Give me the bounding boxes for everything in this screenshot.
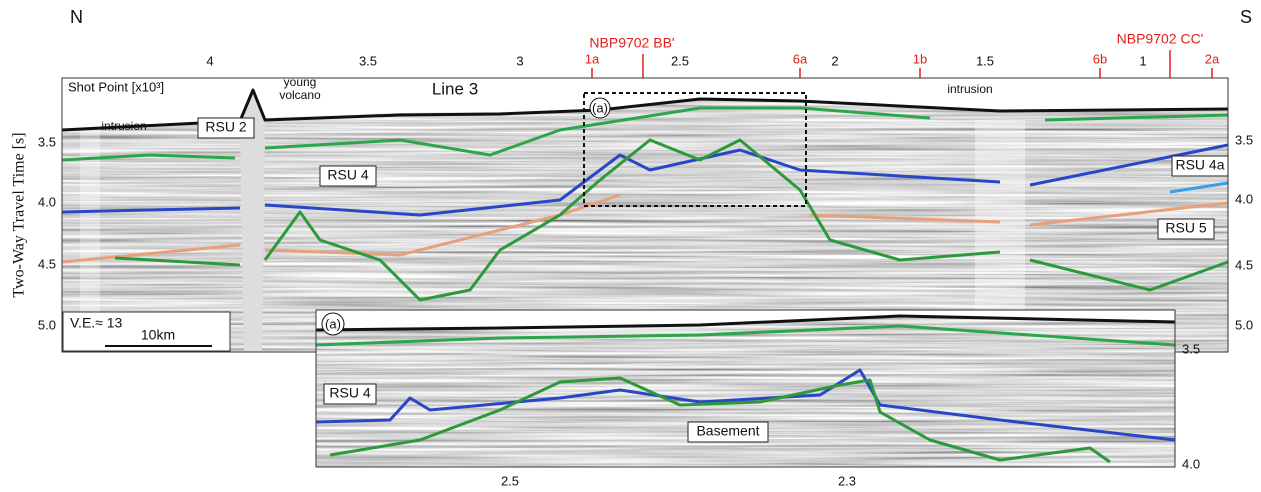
y-axis-title: Two-Way Travel Time [s] xyxy=(11,132,28,297)
site-labels: NBP9702 BB' NBP9702 CC' 1a 6a 1b 6b 2a xyxy=(585,31,1220,78)
y-tick-label: 3.5 xyxy=(38,134,56,149)
south: S xyxy=(1240,7,1252,27)
crossing-line: NBP9702 CC' xyxy=(1117,31,1204,47)
main-panel xyxy=(61,77,1229,353)
inset xyxy=(315,309,1176,468)
volcano-label: young xyxy=(284,75,317,89)
ve-label: V.E.≈ 13 xyxy=(70,315,123,331)
crossing-line: NBP9702 BB' xyxy=(589,35,674,51)
y-tick-label: 3.5 xyxy=(1235,132,1253,147)
tick-label: 1 xyxy=(1139,53,1146,68)
tick-label: 1.5 xyxy=(976,53,994,68)
y-tick-label: 4.0 xyxy=(1235,191,1253,206)
site-label: 2a xyxy=(1205,51,1220,66)
y-tick-label: 4.5 xyxy=(1235,257,1253,272)
line-title: Line 3 xyxy=(432,79,478,98)
inset-tick-label: 2.3 xyxy=(838,473,856,488)
inset-horizon-label: RSU 4 xyxy=(329,385,370,401)
inset-tick-label: 4.0 xyxy=(1182,456,1200,471)
site-label: 1a xyxy=(585,51,600,66)
y-tick-label: 5.0 xyxy=(1235,317,1253,332)
tick-label: 2 xyxy=(831,53,838,68)
y-tick-label: 4.0 xyxy=(38,194,56,209)
north: N xyxy=(70,7,83,27)
volcano-label: volcano xyxy=(279,88,321,102)
shot-point-label: Shot Point [x10³] xyxy=(68,79,164,94)
tick-label: 3.5 xyxy=(359,53,377,68)
tick-label: 4 xyxy=(206,53,213,68)
y-tick-label: 4.5 xyxy=(38,256,56,271)
site-label: 6a xyxy=(793,51,808,66)
site-label: 1b xyxy=(913,51,927,66)
horizon-label: RSU 2 xyxy=(205,119,246,135)
tick-label: 2.5 xyxy=(671,53,689,68)
horizon-label: RSU 5 xyxy=(1165,220,1206,236)
inset-label: (a) xyxy=(325,316,341,331)
horizon-label: RSU 4a xyxy=(1175,157,1224,173)
scale-label: 10km xyxy=(141,327,175,343)
box-label: (a) xyxy=(592,100,608,115)
y-ticks: 3.5 4.0 4.5 5.0 3.5 4.0 4.5 5.0 xyxy=(38,132,1253,332)
intrusion-label: intrusion xyxy=(947,82,992,96)
y-tick-label: 5.0 xyxy=(38,317,56,332)
horizon-labels: RSU 2 RSU 4 RSU 4a RSU 5 xyxy=(197,117,1229,240)
tick-label: 3 xyxy=(516,53,523,68)
shot-point-axis: 4 3.5 3 2.5 2 1.5 1 xyxy=(206,53,1146,68)
inset-tick-label: 2.5 xyxy=(501,473,519,488)
intrusion-label: intrusion xyxy=(101,119,146,133)
horizon-label: RSU 4 xyxy=(327,167,368,183)
inset-tick-label: 3.5 xyxy=(1182,341,1200,356)
site-label: 6b xyxy=(1093,51,1107,66)
basement-label: Basement xyxy=(696,423,759,439)
